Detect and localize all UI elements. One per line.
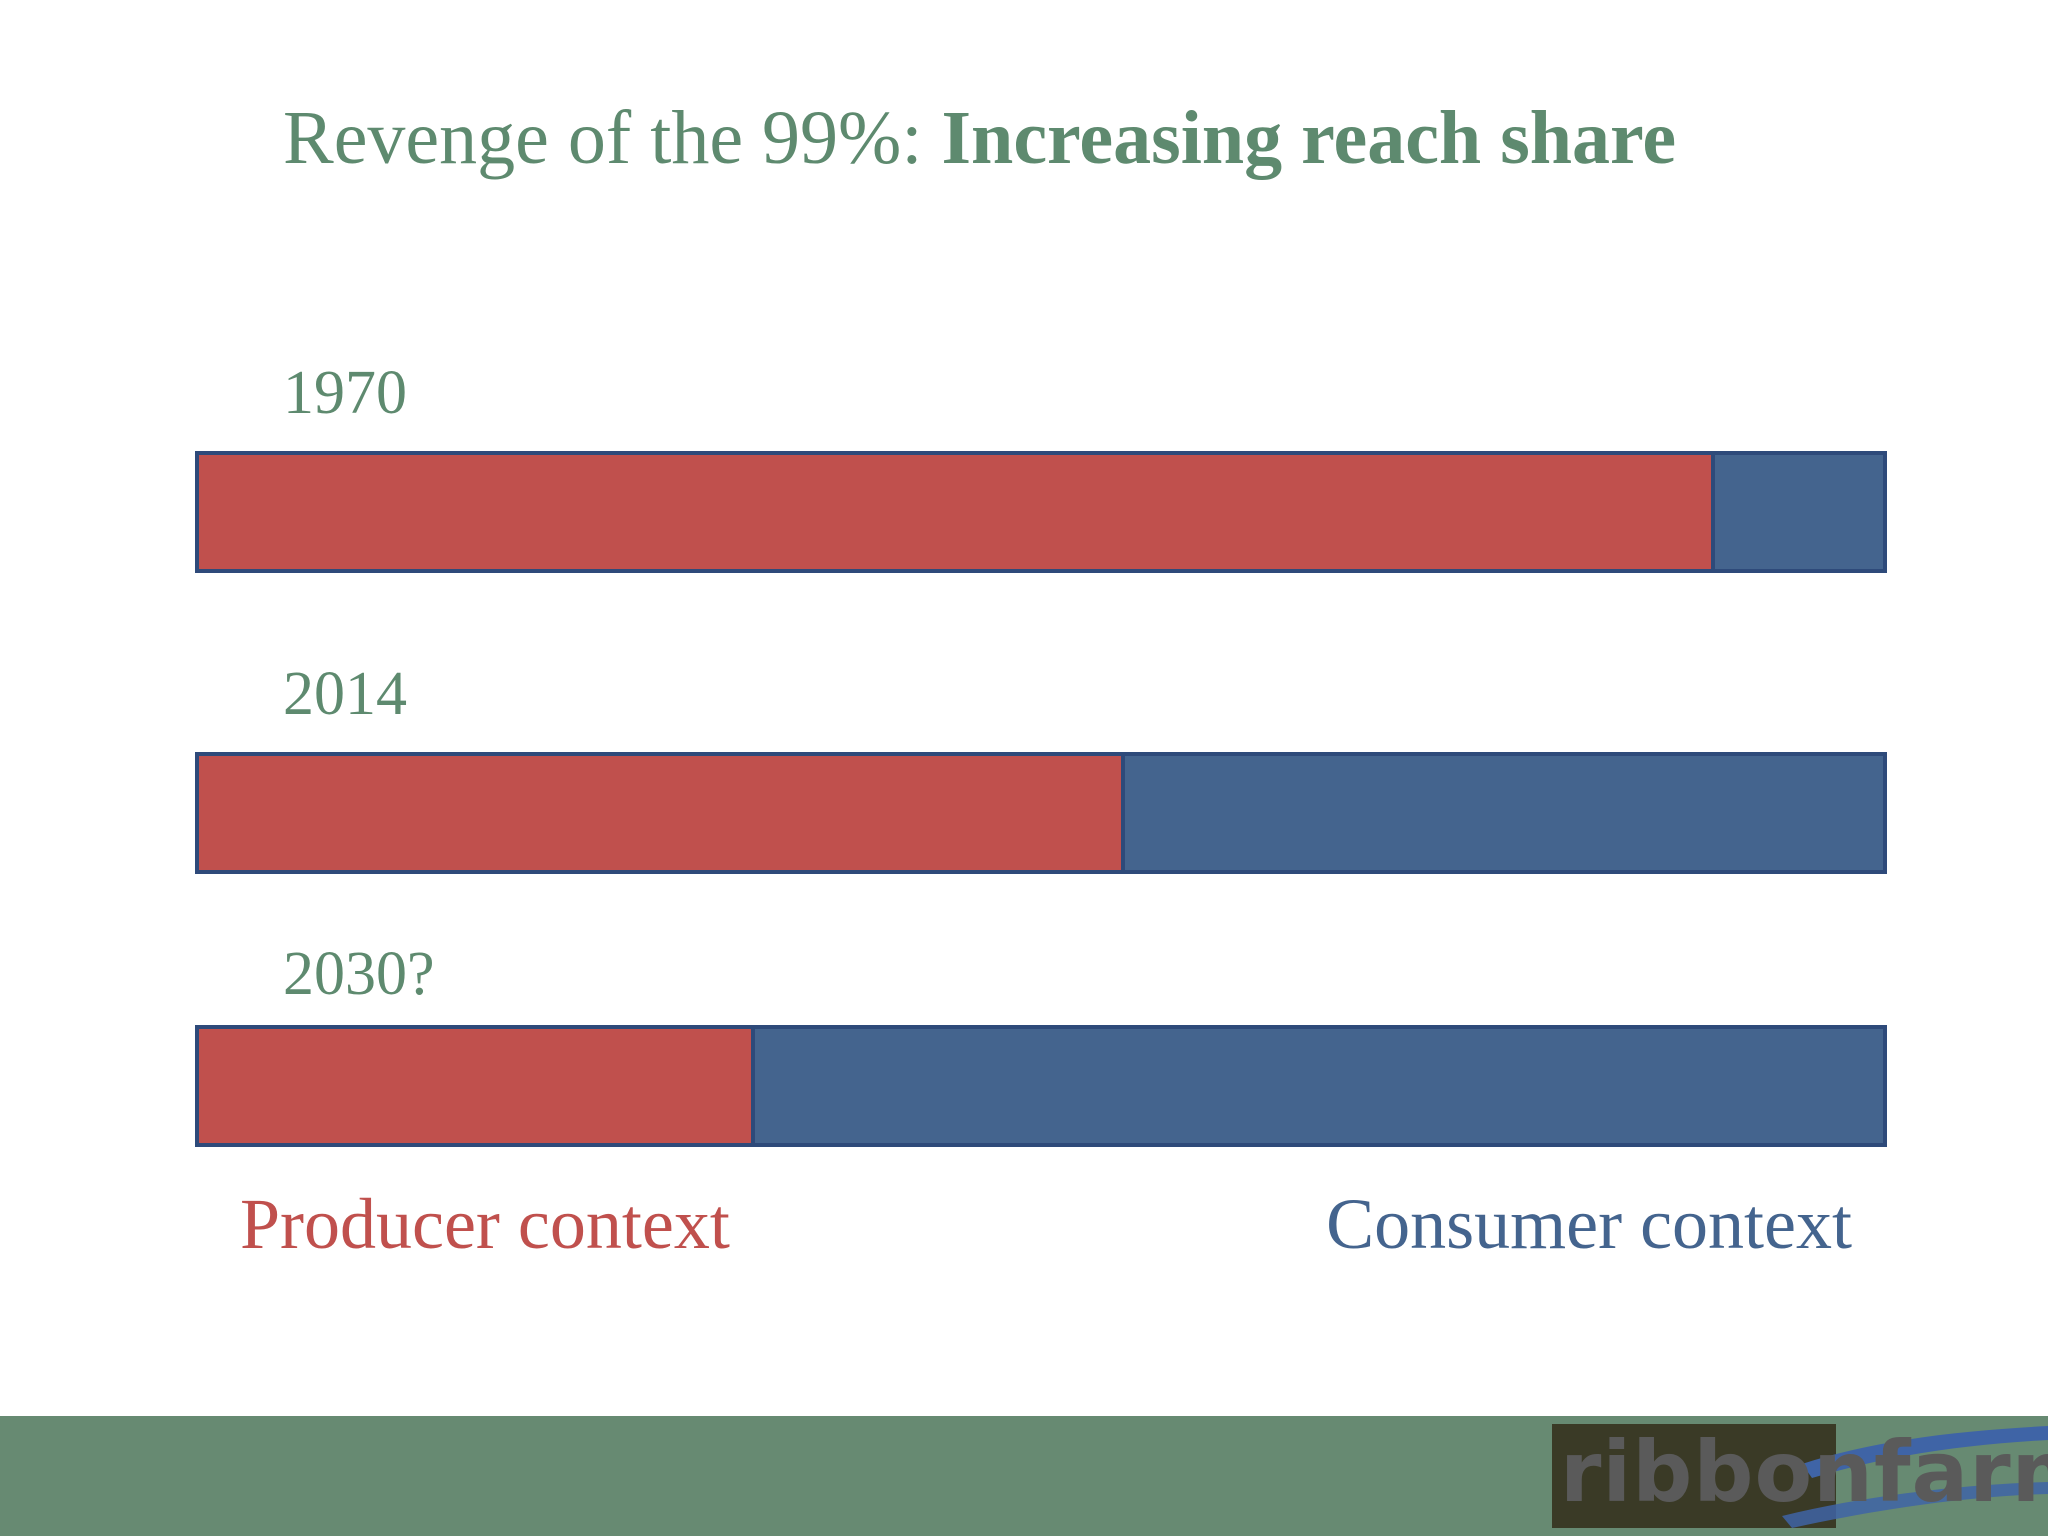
bar-2 bbox=[195, 1025, 1887, 1147]
bar-0 bbox=[195, 451, 1887, 573]
bar-segment-producer-1 bbox=[199, 756, 1126, 870]
slide-title: Revenge of the 99%: Increasing reach sha… bbox=[283, 100, 1676, 176]
year-label-1: 2014 bbox=[283, 660, 407, 728]
title-regular: Revenge of the 99%: bbox=[283, 96, 942, 180]
bar-segment-consumer-0 bbox=[1714, 455, 1883, 569]
title-bold: Increasing reach share bbox=[941, 96, 1677, 180]
bar-segment-producer-2 bbox=[199, 1029, 755, 1143]
year-label-0: 1970 bbox=[283, 359, 407, 427]
bar-segment-producer-0 bbox=[199, 455, 1715, 569]
bar-segment-consumer-1 bbox=[1125, 756, 1883, 870]
legend-consumer-context: Consumer context bbox=[1326, 1184, 1852, 1264]
year-label-2: 2030? bbox=[283, 940, 435, 1008]
legend-producer-context: Producer context bbox=[240, 1184, 730, 1264]
bar-segment-consumer-2 bbox=[754, 1029, 1883, 1143]
bar-1 bbox=[195, 752, 1887, 874]
ribbonfarm-logo: ribbonfarm bbox=[1552, 1424, 2048, 1528]
logo-text: ribbonfarm bbox=[1560, 1424, 2048, 1521]
swoosh-icon bbox=[1552, 1424, 2048, 1528]
